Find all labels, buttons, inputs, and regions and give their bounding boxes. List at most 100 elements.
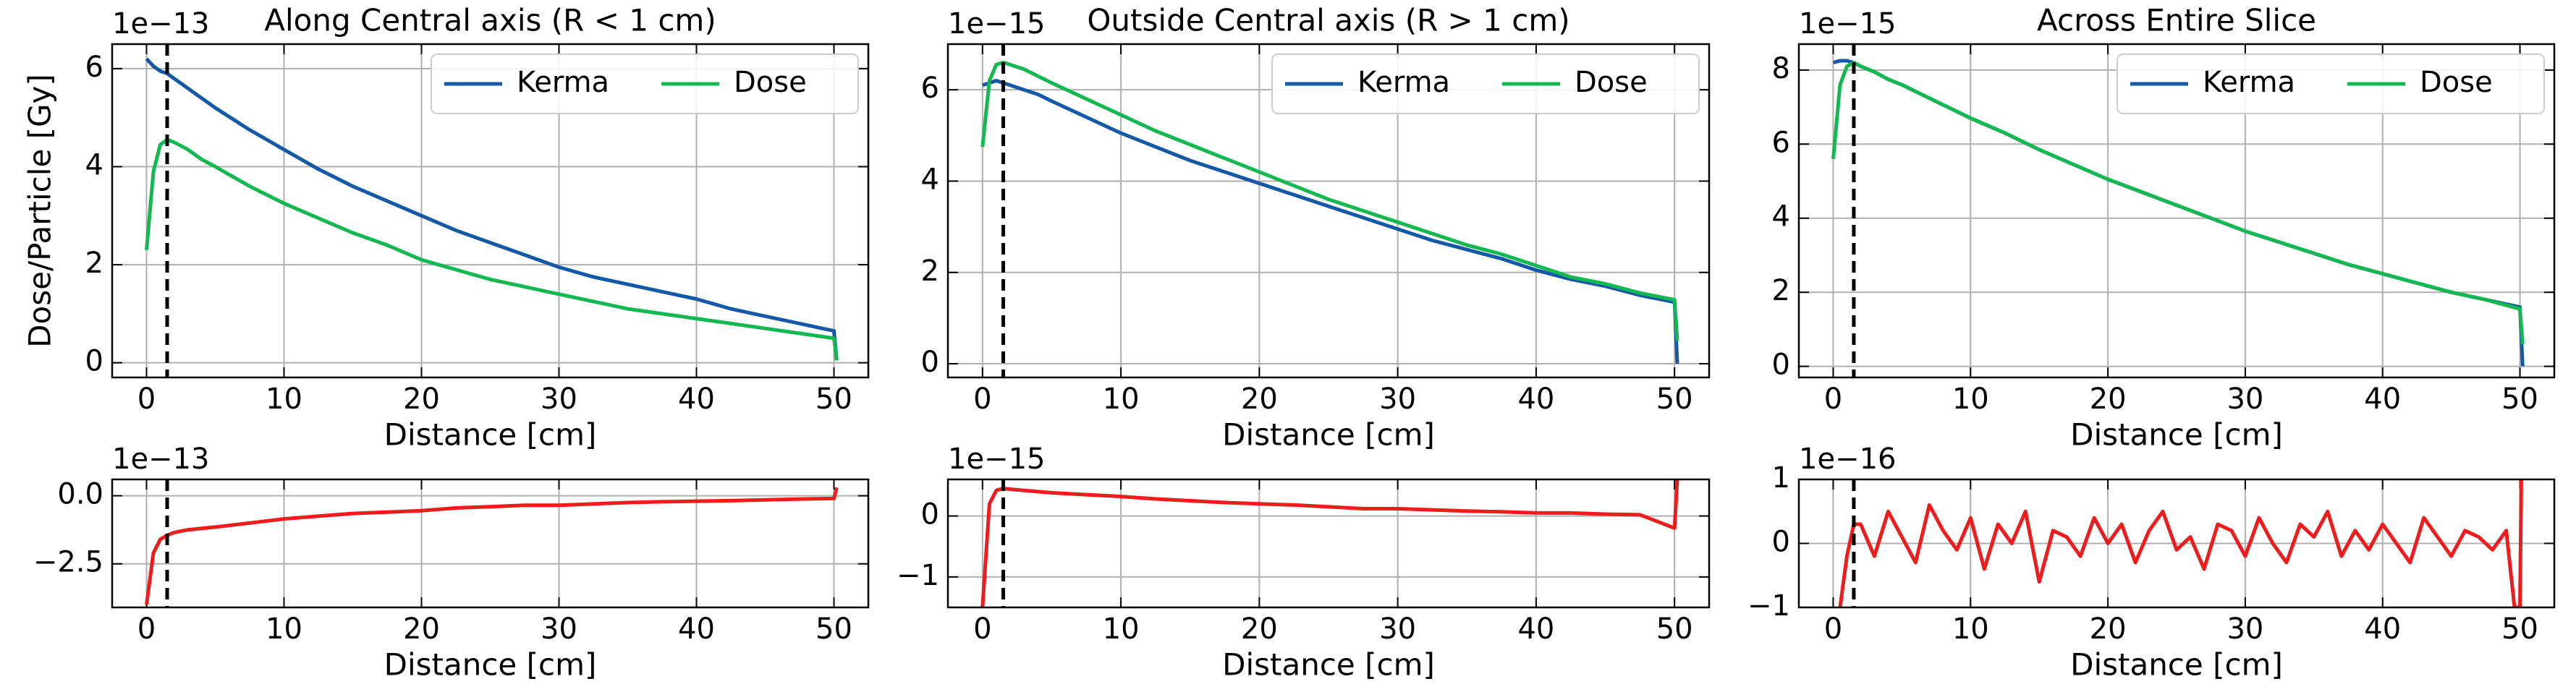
- y-tick-label: 0: [1772, 349, 1790, 382]
- axes-frame: [1797, 478, 2556, 609]
- chart-title: Across Entire Slice: [2037, 3, 2316, 38]
- x-tick-label: 20: [2090, 383, 2127, 416]
- x-tick-label: 40: [1517, 612, 1554, 646]
- y-axis-label: Dose/Particle [Gy]: [22, 74, 58, 348]
- x-axis-label: Distance [cm]: [384, 417, 597, 453]
- x-tick-label: 10: [266, 612, 302, 646]
- axes-frame: [111, 43, 870, 379]
- plot-area: [980, 44, 1679, 377]
- x-tick-label: 30: [1379, 612, 1416, 646]
- x-tick-label: 30: [2227, 612, 2263, 646]
- y-tick-label: 1: [1772, 461, 1790, 495]
- x-tick-label: 50: [2501, 612, 2538, 646]
- y-tick-label: 6: [921, 72, 939, 105]
- chart-title: Along Central axis (R < 1 cm): [264, 3, 716, 38]
- plot-area: [145, 44, 839, 377]
- data-line: [145, 137, 839, 361]
- legend-label: Dose: [1575, 66, 1648, 99]
- offset-text: 1e−13: [112, 7, 209, 40]
- y-tick-label: 8: [1772, 52, 1790, 85]
- data-line: [1838, 479, 2523, 607]
- y-tick-label: 0: [921, 346, 939, 379]
- x-tick-label: 10: [1103, 383, 1140, 416]
- x-tick-label: 40: [2364, 612, 2401, 646]
- legend-box: [1271, 54, 1700, 114]
- y-tick-label: 2: [85, 247, 103, 280]
- legend-label: Dose: [734, 66, 807, 99]
- x-tick-label: 20: [403, 612, 440, 646]
- y-tick-label: 4: [921, 163, 939, 196]
- legend-label: Kerma: [1357, 66, 1450, 99]
- x-tick-label: 0: [973, 612, 991, 646]
- x-tick-label: 50: [1656, 612, 1693, 646]
- x-tick-label: 50: [2501, 383, 2538, 416]
- offset-text: 1e−16: [1799, 443, 1896, 476]
- plot-area: [980, 479, 1679, 607]
- data-line: [980, 60, 1679, 341]
- x-axis-label: Distance [cm]: [1222, 417, 1435, 453]
- x-tick-label: 0: [1824, 383, 1842, 416]
- x-tick-label: 20: [1241, 612, 1278, 646]
- chart-title: Outside Central axis (R > 1 cm): [1087, 3, 1569, 38]
- y-tick-label: 4: [1772, 200, 1790, 234]
- offset-text: 1e−15: [948, 7, 1045, 40]
- axes-frame: [946, 478, 1711, 609]
- x-tick-label: 40: [1517, 383, 1554, 416]
- y-tick-label: −1: [897, 559, 939, 592]
- offset-text: 1e−15: [1799, 7, 1896, 40]
- x-tick-label: 40: [2364, 383, 2401, 416]
- x-tick-label: 40: [678, 612, 715, 646]
- data-line: [982, 79, 1679, 364]
- x-tick-label: 40: [678, 383, 715, 416]
- x-tick-label: 10: [1952, 612, 1989, 646]
- axes-frame: [946, 43, 1711, 379]
- plot-area: [1838, 479, 2523, 607]
- data-line: [145, 57, 839, 361]
- y-tick-label: 0: [921, 498, 939, 531]
- x-tick-label: 10: [1952, 383, 1989, 416]
- x-tick-label: 30: [541, 612, 577, 646]
- legend-label: Dose: [2420, 66, 2493, 99]
- legend-box: [431, 54, 859, 114]
- offset-text: 1e−13: [112, 443, 209, 476]
- y-tick-label: 0: [85, 345, 103, 378]
- legend-label: Kerma: [2203, 66, 2295, 99]
- axes-frame: [111, 478, 870, 609]
- x-axis-label: Distance [cm]: [1222, 647, 1435, 683]
- x-tick-label: 20: [2090, 612, 2127, 646]
- x-axis-label: Distance [cm]: [384, 647, 597, 683]
- x-axis-label: Distance [cm]: [2070, 647, 2283, 683]
- y-tick-label: 2: [921, 255, 939, 288]
- x-tick-label: 10: [266, 383, 302, 416]
- x-tick-label: 50: [815, 383, 852, 416]
- x-tick-label: 0: [1824, 612, 1842, 646]
- x-tick-label: 30: [1379, 383, 1416, 416]
- plot-area: [1831, 44, 2525, 377]
- x-tick-label: 30: [541, 383, 577, 416]
- offset-text: 1e−15: [948, 443, 1045, 476]
- axes-frame: [1797, 43, 2556, 379]
- data-line: [145, 487, 839, 605]
- x-tick-label: 10: [1103, 612, 1140, 646]
- x-axis-label: Distance [cm]: [2070, 417, 2283, 453]
- y-tick-label: −1: [1747, 589, 1790, 623]
- data-line: [980, 479, 1679, 607]
- y-tick-label: −2.5: [33, 546, 103, 579]
- y-tick-label: 6: [1772, 126, 1790, 159]
- x-tick-label: 50: [815, 612, 852, 646]
- y-tick-label: 0: [1772, 526, 1790, 559]
- legend-label: Kerma: [517, 66, 609, 99]
- plot-area: [145, 479, 839, 607]
- y-tick-label: 0.0: [57, 478, 103, 511]
- y-tick-label: 4: [85, 148, 103, 181]
- x-tick-label: 20: [403, 383, 440, 416]
- x-tick-label: 50: [1656, 383, 1693, 416]
- legend-box: [2117, 54, 2545, 114]
- data-line: [1831, 61, 2525, 345]
- x-tick-label: 30: [2227, 383, 2263, 416]
- x-tick-label: 0: [137, 383, 156, 416]
- x-tick-label: 0: [973, 383, 991, 416]
- y-tick-label: 6: [85, 51, 103, 84]
- y-tick-label: 2: [1772, 274, 1790, 307]
